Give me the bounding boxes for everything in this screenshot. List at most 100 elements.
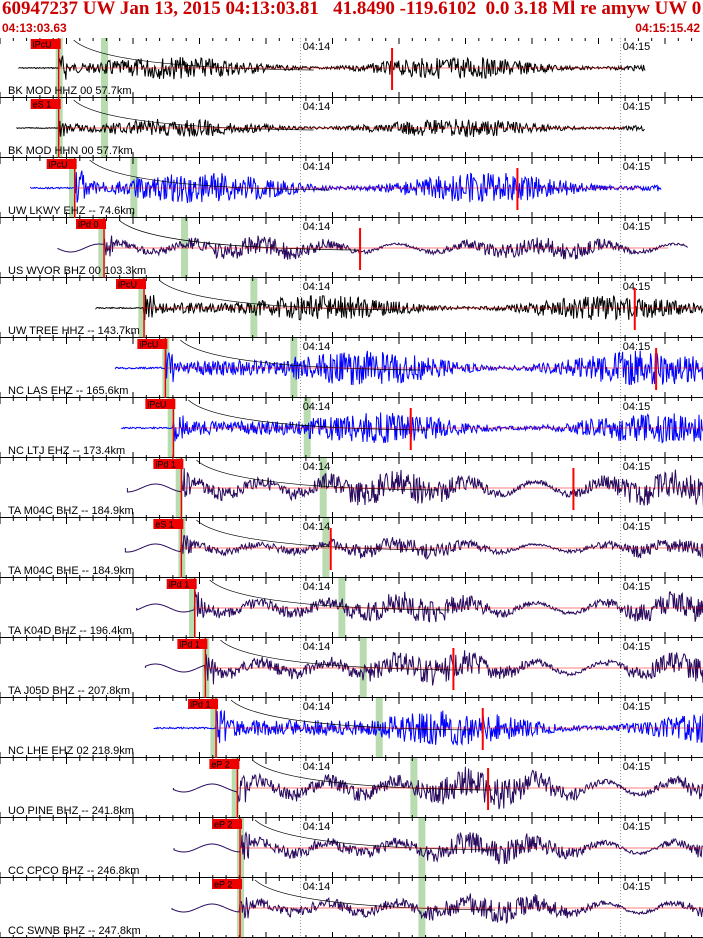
minute-tick-label: 04:14 (303, 401, 331, 413)
minute-tick-label: 04:15 (623, 821, 651, 833)
pick-label: iPcU (118, 280, 137, 290)
pick-flag (212, 819, 243, 829)
station-label: US WVOR BHZ 00 103.3km (8, 265, 146, 277)
station-label: NC LAS EHZ -- 165.6km (8, 385, 128, 397)
pick-label: eS 1 (155, 520, 174, 530)
trace-row: 04:14 04:15 eS 1 BK MOD HHN 00 57.7km (0, 98, 703, 158)
minute-tick-label: 04:15 (623, 281, 651, 293)
minute-tick-label: 04:15 (623, 641, 651, 653)
pick-label: eP 2 (214, 820, 232, 830)
start-time-label: 04:13:03.63 (2, 21, 67, 35)
waveform (171, 893, 703, 925)
minute-tick-label: 04:14 (303, 701, 331, 713)
travel-time-curve (73, 99, 314, 131)
trace-row: 04:14 04:15 eP 2 UO PINE BHZ -- 241.8km (0, 758, 703, 818)
pick-flag (153, 459, 184, 469)
pick-flag (166, 579, 197, 589)
pick-label: eP 2 (214, 880, 232, 890)
trace-row: 04:14 04:15 iPcU NC LAS EHZ -- 165.6km (0, 338, 703, 398)
trace-row: 04:14 04:15 iPcU UW TREE HHZ -- 143.7km (0, 278, 703, 338)
trace-row: 04:14 04:15 iPd 1 NC LHE EHZ 02 218.9km (0, 698, 703, 758)
travel-time-curve (89, 159, 330, 191)
travel-time-curve (180, 339, 421, 371)
station-label: BK MOD HHZ 00 57.7km (8, 85, 131, 97)
trace-row: 04:14 04:15 eP 2 CC SWNB BHZ -- 247.8km (0, 878, 703, 938)
travel-time-curve (254, 819, 496, 851)
waveform (120, 412, 703, 444)
minute-tick-label: 04:15 (623, 161, 651, 173)
minute-tick-label: 04:14 (303, 101, 331, 113)
waveform (172, 766, 703, 810)
trace-row: 04:14 04:15 iPd 0 US WVOR BHZ 00 103.3km (0, 218, 703, 278)
trace-row: 04:14 04:15 iPcU NC LTJ EHZ -- 173.4km (0, 398, 703, 458)
travel-time-curve (230, 699, 472, 731)
travel-time-curve (188, 399, 429, 431)
minute-tick-label: 04:14 (303, 581, 331, 593)
end-time-label: 04:15:15.42 (635, 21, 700, 35)
pick-label: iPd 1 (190, 700, 211, 710)
waveform (95, 294, 703, 321)
trace-row: 04:14 04:15 iPcU UW LKWY EHZ -- 74.6km (0, 158, 703, 218)
phase-window (210, 698, 218, 758)
minute-tick-label: 04:15 (623, 581, 651, 593)
minute-tick-label: 04:14 (303, 161, 331, 173)
trace-row: 04:14 04:15 iPcU BK MOD HHZ 00 57.7km (0, 38, 703, 98)
waveform (16, 118, 645, 138)
waveform (124, 535, 703, 561)
travel-time-curve (118, 219, 360, 251)
minute-tick-label: 04:14 (303, 41, 331, 53)
minute-tick-label: 04:15 (623, 761, 651, 773)
pick-flag (212, 879, 243, 889)
station-label: NC LHE EHZ 02 218.9km (8, 745, 134, 757)
pick-label: eP 2 (211, 760, 229, 770)
minute-tick-label: 04:15 (623, 221, 651, 233)
station-label: UO PINE BHZ -- 241.8km (8, 805, 134, 817)
station-label: TA K04D BHZ -- 196.4km (8, 625, 132, 637)
travel-time-curve (158, 279, 400, 311)
minute-tick-label: 04:14 (303, 341, 331, 353)
trace-row: 04:14 04:15 iPd 1 TA J05D BHZ -- 207.8km (0, 638, 703, 698)
pick-label: iPcU (139, 340, 158, 350)
station-label: UW TREE HHZ -- 143.7km (8, 325, 140, 337)
pick-flag (153, 519, 184, 529)
travel-time-curve (196, 519, 437, 551)
pick-flag (188, 699, 219, 709)
phase-window (175, 458, 183, 518)
minute-tick-label: 04:14 (303, 281, 331, 293)
travel-time-curve (252, 759, 493, 791)
travel-time-curve (73, 39, 314, 71)
travel-time-curve (209, 579, 450, 611)
pick-label: iPcU (33, 40, 52, 50)
station-label: CC SWNB BHZ -- 247.8km (8, 925, 141, 937)
minute-tick-label: 04:15 (623, 701, 651, 713)
pick-label: iPcU (147, 400, 166, 410)
trace-row: 04:14 04:15 iPd 1 TA K04D BHZ -- 196.4km (0, 578, 703, 638)
pick-flag (177, 639, 208, 649)
pick-flag (116, 279, 147, 289)
phase-window (189, 578, 197, 638)
phase-window (231, 758, 239, 818)
waveform (57, 235, 688, 260)
minute-tick-label: 04:14 (303, 821, 331, 833)
pick-flag (76, 219, 107, 229)
waveform (173, 831, 703, 865)
waveform (114, 349, 703, 386)
header: 60947237 UW Jan 13, 2015 04:13:03.81 41.… (0, 0, 703, 38)
station-label: TA M04C BHZ -- 184.9km (8, 505, 134, 517)
minute-tick-label: 04:14 (303, 881, 331, 893)
waveform (153, 709, 703, 746)
waveform (30, 170, 662, 204)
trace-row: 04:14 04:15 eP 2 CC CPCO BHZ -- 246.8km (0, 818, 703, 878)
pick-label: iPd 1 (155, 460, 176, 470)
phase-window (98, 218, 106, 278)
station-label: TA M04C BHE -- 184.9km (8, 565, 134, 577)
minute-tick-label: 04:15 (623, 401, 651, 413)
pick-label: iPd 0 (78, 220, 99, 230)
pick-flag (209, 759, 240, 769)
minute-tick-label: 04:14 (303, 641, 331, 653)
minute-tick-label: 04:15 (623, 521, 651, 533)
pick-flag (46, 159, 77, 169)
pick-label: eS 1 (33, 100, 52, 110)
pick-flag (30, 99, 61, 109)
